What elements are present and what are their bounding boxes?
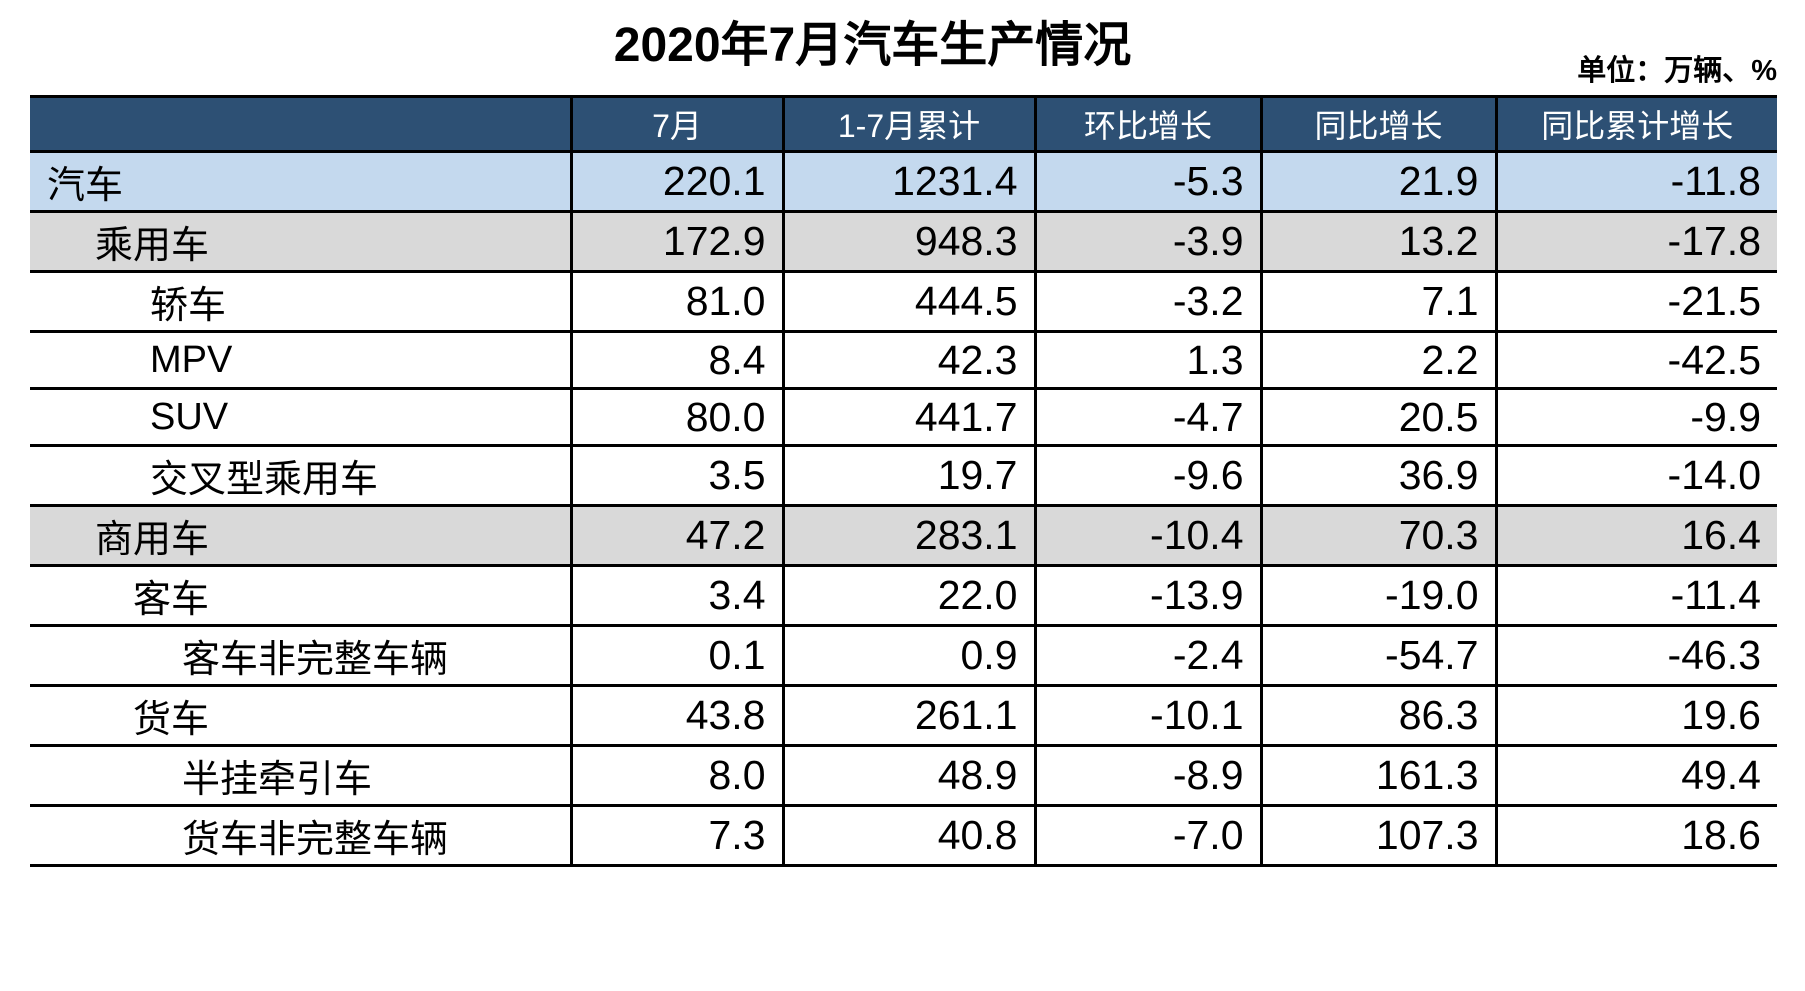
value-cell: -9.9 [1494, 387, 1777, 447]
value-cell: 13.2 [1259, 210, 1498, 273]
row-label: 货车 [30, 684, 573, 747]
value-cell: 3.5 [569, 444, 785, 507]
value-cell: -17.8 [1494, 210, 1777, 273]
value-cell: 8.4 [569, 330, 785, 390]
value-cell: 1.3 [1033, 330, 1263, 390]
row-label: 客车非完整车辆 [30, 624, 573, 687]
column-header: 1-7月累计 [781, 95, 1037, 153]
value-cell: 8.0 [569, 744, 785, 807]
value-cell: -14.0 [1494, 444, 1777, 507]
value-cell: 948.3 [781, 210, 1037, 273]
value-cell: 107.3 [1259, 804, 1498, 867]
table-row: SUV 80.0 441.7 -4.7 20.5 -9.9 [30, 387, 1777, 447]
table-row: 货车非完整车辆 7.3 40.8 -7.0 107.3 18.6 [30, 804, 1777, 867]
table-row: MPV 8.4 42.3 1.3 2.2 -42.5 [30, 330, 1777, 390]
value-cell: -4.7 [1033, 387, 1263, 447]
value-cell: 18.6 [1494, 804, 1777, 867]
row-label: 轿车 [30, 270, 573, 333]
value-cell: 16.4 [1494, 504, 1777, 567]
value-cell: -7.0 [1033, 804, 1263, 867]
table-row: 乘用车 172.9 948.3 -3.9 13.2 -17.8 [30, 210, 1777, 273]
value-cell: 7.3 [569, 804, 785, 867]
table-header: 7月 1-7月累计 环比增长 同比增长 同比累计增长 [30, 95, 1777, 153]
value-cell: 220.1 [569, 150, 785, 213]
unit-note: 单位：万辆、% [1577, 55, 1777, 87]
value-cell: -2.4 [1033, 624, 1263, 687]
value-cell: 86.3 [1259, 684, 1498, 747]
value-cell: 19.6 [1494, 684, 1777, 747]
table-row: 客车非完整车辆 0.1 0.9 -2.4 -54.7 -46.3 [30, 624, 1777, 687]
value-cell: 441.7 [781, 387, 1037, 447]
table-row: 半挂牵引车 8.0 48.9 -8.9 161.3 49.4 [30, 744, 1777, 807]
row-label: 货车非完整车辆 [30, 804, 573, 867]
value-cell: -46.3 [1494, 624, 1777, 687]
value-cell: -42.5 [1494, 330, 1777, 390]
column-header: 同比增长 [1259, 95, 1498, 153]
row-label: 商用车 [30, 504, 573, 567]
value-cell: -11.8 [1494, 150, 1777, 213]
value-cell: -3.2 [1033, 270, 1263, 333]
value-cell: 40.8 [781, 804, 1037, 867]
row-label: 乘用车 [30, 210, 573, 273]
row-label: 客车 [30, 564, 573, 627]
table-row: 商用车 47.2 283.1 -10.4 70.3 16.4 [30, 504, 1777, 567]
value-cell: 283.1 [781, 504, 1037, 567]
row-label: 半挂牵引车 [30, 744, 573, 807]
value-cell: 19.7 [781, 444, 1037, 507]
value-cell: -8.9 [1033, 744, 1263, 807]
value-cell: 1231.4 [781, 150, 1037, 213]
column-header: 环比增长 [1033, 95, 1263, 153]
table-row: 轿车 81.0 444.5 -3.2 7.1 -21.5 [30, 270, 1777, 333]
value-cell: 261.1 [781, 684, 1037, 747]
value-cell: 20.5 [1259, 387, 1498, 447]
row-label: MPV [30, 330, 573, 390]
value-cell: -11.4 [1494, 564, 1777, 627]
value-cell: 444.5 [781, 270, 1037, 333]
value-cell: -10.1 [1033, 684, 1263, 747]
value-cell: -9.6 [1033, 444, 1263, 507]
value-cell: 48.9 [781, 744, 1037, 807]
value-cell: 0.1 [569, 624, 785, 687]
value-cell: 7.1 [1259, 270, 1498, 333]
value-cell: -54.7 [1259, 624, 1498, 687]
value-cell: -13.9 [1033, 564, 1263, 627]
table-row: 货车 43.8 261.1 -10.1 86.3 19.6 [30, 684, 1777, 747]
value-cell: 49.4 [1494, 744, 1777, 807]
value-cell: 42.3 [781, 330, 1037, 390]
column-header: 同比累计增长 [1494, 95, 1777, 153]
column-header: 7月 [569, 95, 785, 153]
table-body: 汽车 220.1 1231.4 -5.3 21.9 -11.8 乘用车 172.9 948.3-… [30, 150, 1777, 867]
value-cell: -10.4 [1033, 504, 1263, 567]
value-cell: -5.3 [1033, 150, 1263, 213]
value-cell: 0.9 [781, 624, 1037, 687]
value-cell: -19.0 [1259, 564, 1498, 627]
row-label: 汽车 [30, 150, 573, 213]
value-cell: 3.4 [569, 564, 785, 627]
corner-cell [30, 95, 573, 153]
table-row: 客车 3.4 22.0 -13.9 -19.0 -11.4 [30, 564, 1777, 627]
value-cell: 21.9 [1259, 150, 1498, 213]
value-cell: 22.0 [781, 564, 1037, 627]
value-cell: 81.0 [569, 270, 785, 333]
row-label: SUV [30, 387, 573, 447]
value-cell: 36.9 [1259, 444, 1498, 507]
table-row: 汽车 220.1 1231.4 -5.3 21.9 -11.8 [30, 150, 1777, 213]
page-title: 2020年7月汽车生产情况 [613, 19, 1132, 72]
value-cell: -3.9 [1033, 210, 1263, 273]
value-cell: 172.9 [569, 210, 785, 273]
row-label: 交叉型乘用车 [30, 444, 573, 507]
value-cell: 2.2 [1259, 330, 1498, 390]
table-header-row: 7月 1-7月累计 环比增长 同比增长 同比累计增长 [30, 95, 1777, 153]
value-cell: 80.0 [569, 387, 785, 447]
value-cell: 70.3 [1259, 504, 1498, 567]
value-cell: 47.2 [569, 504, 785, 567]
value-cell: -21.5 [1494, 270, 1777, 333]
value-cell: 43.8 [569, 684, 785, 747]
table-row: 交叉型乘用车 3.5 19.7 -9.6 36.9 -14.0 [30, 444, 1777, 507]
production-table: 7月 1-7月累计 环比增长 同比增长 同比累计增长 汽车 220.1 1231.4 -5.3… [30, 95, 1777, 867]
value-cell: 161.3 [1259, 744, 1498, 807]
